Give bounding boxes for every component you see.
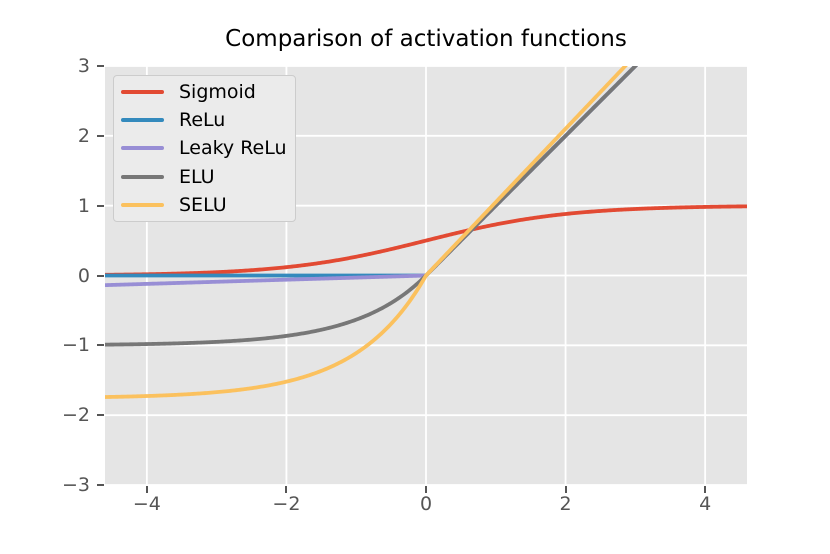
y-tick-label: 1 <box>77 194 90 217</box>
legend-swatch-elu <box>121 174 164 179</box>
y-tick-label: 3 <box>77 55 90 77</box>
legend-swatch-relu <box>121 118 164 123</box>
legend-label-elu: ELU <box>179 165 215 188</box>
legend-item-selu: SELU <box>114 191 295 219</box>
x-tick-mark <box>285 486 288 493</box>
x-tick-mark <box>145 486 148 493</box>
x-tick-label: 4 <box>699 493 712 515</box>
legend-item-relu: ReLu <box>114 106 295 134</box>
y-tick-label: 0 <box>77 264 90 287</box>
y-tick-label: −2 <box>61 404 90 427</box>
x-tick-mark <box>425 486 427 493</box>
y-tick-mark <box>97 204 104 207</box>
series-line-sigmoid <box>105 204 747 277</box>
series-line-selu <box>105 66 628 399</box>
y-tick-mark <box>97 484 104 486</box>
legend-item-elu: ELU <box>114 163 295 191</box>
x-tick-label: −2 <box>272 493 301 515</box>
y-tick-mark <box>97 65 104 67</box>
y-tick-label: 2 <box>77 124 90 147</box>
legend: Sigmoid ReLu Leaky ReLu ELU SELU <box>113 75 296 222</box>
y-tick-mark <box>97 134 104 137</box>
x-tick-mark <box>704 486 707 493</box>
y-tick-label: −1 <box>61 334 90 357</box>
x-tick-label: 0 <box>419 493 433 515</box>
legend-item-sigmoid: Sigmoid <box>114 78 295 106</box>
y-tick-mark <box>97 274 104 277</box>
legend-swatch-selu <box>121 202 164 207</box>
x-tick-label: 2 <box>559 493 572 515</box>
legend-item-leaky-relu: Leaky ReLu <box>114 134 295 162</box>
x-tick-label: −4 <box>132 493 161 515</box>
y-tick-mark <box>97 344 104 347</box>
legend-label-relu: ReLu <box>179 109 226 132</box>
x-tick-mark <box>564 486 567 493</box>
chart-title: Comparison of activation functions <box>225 26 627 52</box>
chart-canvas <box>105 66 747 485</box>
y-tick-mark <box>97 414 104 417</box>
legend-label-leaky-relu: Leaky ReLu <box>179 137 287 160</box>
legend-swatch-sigmoid <box>121 90 164 95</box>
legend-swatch-leaky-relu <box>121 146 164 151</box>
legend-label-sigmoid: Sigmoid <box>179 81 256 104</box>
legend-label-selu: SELU <box>179 193 227 216</box>
y-tick-label: −3 <box>61 474 90 496</box>
